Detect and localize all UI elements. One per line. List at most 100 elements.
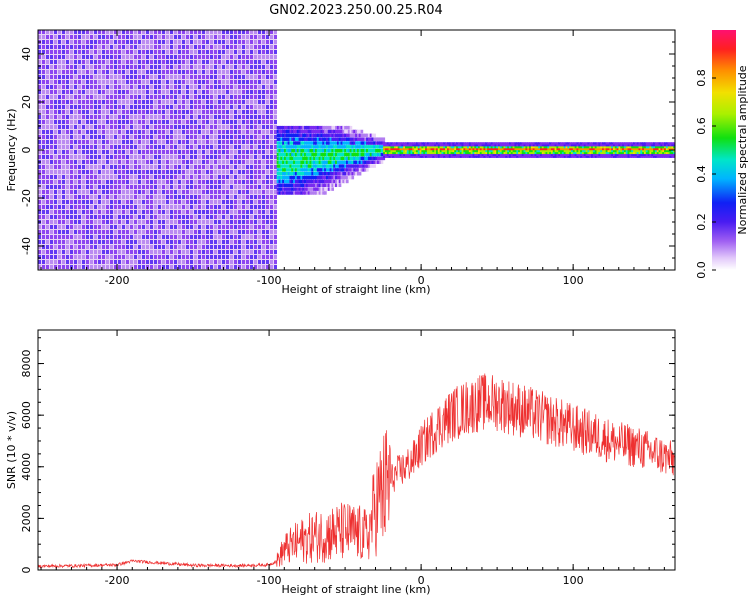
heatmap-cell [465, 144, 468, 147]
heatmap-cell [640, 148, 643, 151]
heatmap-cell [592, 146, 596, 149]
heatmap-cell [371, 156, 375, 161]
heatmap-cell [206, 180, 209, 184]
heatmap-cell [230, 155, 233, 159]
heatmap-cell [214, 125, 217, 129]
heatmap-cell [158, 265, 161, 269]
heatmap-cell [325, 148, 329, 153]
heatmap-cell [270, 160, 273, 164]
heatmap-cell [430, 144, 434, 147]
heatmap-cell [206, 110, 209, 114]
heatmap-cell [658, 151, 662, 155]
heatmap-cell [118, 45, 121, 49]
heatmap-cell [114, 140, 117, 144]
heatmap-cell [74, 50, 77, 54]
heatmap-cell [86, 225, 89, 229]
heatmap-cell [636, 142, 640, 145]
heatmap-cell [102, 210, 105, 214]
heatmap-cell [369, 137, 373, 141]
heatmap-cell [222, 225, 225, 229]
heatmap-cell [214, 150, 217, 154]
heatmap-cell [226, 60, 229, 64]
heatmap-cell [658, 142, 662, 145]
heatmap-cell [331, 160, 335, 164]
heatmap-cell [162, 255, 165, 259]
heatmap-cell [592, 151, 596, 155]
heatmap-cell [246, 220, 249, 224]
heatmap-cell [134, 140, 137, 144]
heatmap-cell [483, 151, 487, 155]
heatmap-cell [150, 65, 153, 69]
heatmap-cell [351, 172, 355, 176]
heatmap-cell [450, 153, 454, 156]
heatmap-cell [214, 165, 217, 169]
heatmap-cell [182, 90, 185, 94]
heatmap-cell [254, 165, 257, 169]
heatmap-cell [602, 149, 605, 153]
heatmap-cell [529, 148, 532, 151]
heatmap-cell [126, 35, 129, 39]
heatmap-cell [234, 200, 237, 204]
heatmap-cell [492, 155, 496, 158]
heatmap-cell [166, 185, 169, 189]
heatmap-cell [38, 75, 41, 79]
heatmap-cell [479, 148, 483, 151]
heatmap-cell [518, 142, 521, 145]
heatmap-cell [194, 120, 197, 124]
heatmap-cell [258, 205, 261, 209]
heatmap-cell [305, 191, 309, 195]
heatmap-cell [274, 180, 277, 184]
heatmap-cell [276, 191, 280, 195]
heatmap-cell [423, 151, 426, 155]
heatmap-cell [62, 130, 65, 134]
heatmap-cell [102, 125, 105, 129]
heatmap-cell [178, 225, 181, 229]
heatmap-cell [114, 110, 117, 114]
heatmap-cell [563, 148, 567, 151]
heatmap-cell [541, 151, 545, 155]
heatmap-cell [342, 168, 345, 172]
heatmap-cell [206, 265, 209, 269]
heatmap-cell [238, 255, 241, 259]
heatmap-cell [118, 260, 121, 264]
heatmap-cell [234, 170, 237, 174]
heatmap-cell [270, 50, 273, 54]
heatmap-cell [110, 255, 113, 259]
heatmap-cell [443, 146, 446, 149]
heatmap-cell [54, 220, 57, 224]
heatmap-cell [190, 190, 193, 194]
heatmap-cell [218, 105, 221, 109]
heatmap-cell [609, 153, 612, 156]
heatmap-cell [647, 149, 651, 153]
heatmap-cell [324, 141, 327, 145]
heatmap-cell [102, 220, 105, 224]
heatmap-cell [58, 185, 61, 189]
heatmap-cell [602, 155, 605, 158]
heatmap-cell [335, 152, 338, 157]
heatmap-cell [335, 164, 338, 168]
heatmap-cell [258, 175, 261, 179]
heatmap-cell [605, 151, 609, 155]
heatmap-cell [194, 115, 197, 119]
heatmap-cell [166, 45, 169, 49]
heatmap-cell [198, 40, 201, 44]
heatmap-cell [142, 180, 145, 184]
heatmap-cell [62, 95, 65, 99]
heatmap-cell [461, 155, 465, 158]
heatmap-cell [324, 175, 327, 180]
heatmap-cell [410, 155, 414, 158]
heatmap-cell [66, 55, 69, 59]
heatmap-cell [214, 180, 217, 184]
heatmap-cell [355, 156, 358, 161]
heatmap-cell [614, 155, 618, 158]
heatmap-cell [134, 195, 137, 199]
heatmap-cell [369, 156, 373, 161]
heatmap-cell [150, 245, 153, 249]
heatmap-cell [642, 142, 645, 145]
heatmap-cell [82, 85, 85, 89]
heatmap-cell [262, 110, 265, 114]
heatmap-cell [158, 135, 161, 139]
heatmap-cell [274, 255, 277, 259]
heatmap-cell [356, 145, 360, 149]
heatmap-cell [98, 105, 101, 109]
